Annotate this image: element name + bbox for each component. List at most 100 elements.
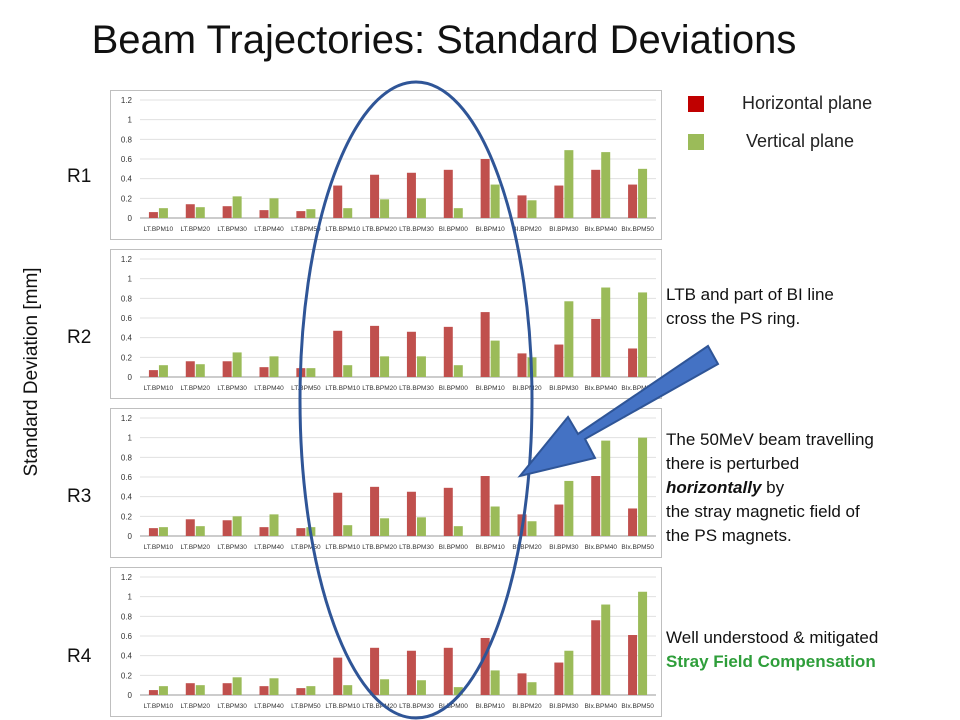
- note-beam-line2: there is perturbed: [666, 454, 800, 473]
- x-tick-label: BI.BPM20: [512, 226, 542, 233]
- x-tick-label: BI.BPM30: [549, 703, 579, 710]
- x-tick-label: LT.BPM30: [217, 226, 247, 233]
- bar: [638, 591, 648, 695]
- y-tick-label: 0.6: [121, 473, 133, 482]
- bar: [480, 476, 490, 536]
- legend-label-vertical: Vertical plane: [746, 131, 855, 151]
- legend-swatch-vertical: [688, 134, 704, 150]
- bar: [333, 492, 343, 536]
- bar: [490, 506, 500, 536]
- x-tick-label: BI.BPM00: [439, 544, 469, 551]
- y-tick-label: 1.2: [121, 414, 133, 423]
- bar: [232, 352, 242, 377]
- bar: [269, 198, 279, 218]
- x-tick-label: LT.BPM30: [217, 703, 247, 710]
- bar: [406, 491, 416, 536]
- x-tick-label: BI.BPM00: [439, 385, 469, 392]
- bar: [370, 486, 380, 536]
- x-tick-label: BIx.BPM50: [621, 385, 654, 392]
- bar: [591, 476, 601, 536]
- bar: [554, 504, 564, 536]
- x-tick-label: LTB.BPM10: [325, 226, 360, 233]
- x-tick-label: LTB.BPM10: [325, 385, 360, 392]
- bar: [406, 172, 416, 218]
- bar: [333, 330, 343, 377]
- bar: [269, 356, 279, 377]
- x-tick-label: BIx.BPM50: [621, 544, 654, 551]
- y-tick-label: 0.2: [121, 194, 133, 203]
- x-tick-label: BIx.BPM40: [584, 544, 617, 551]
- bar: [628, 635, 638, 695]
- bar: [296, 368, 306, 377]
- bar: [158, 527, 168, 536]
- bar: [443, 647, 453, 695]
- bar: [490, 340, 500, 377]
- x-tick-label: LTB.BPM20: [362, 226, 397, 233]
- bar: [554, 185, 564, 218]
- bar: [333, 657, 343, 695]
- bar: [443, 487, 453, 536]
- bar: [259, 210, 269, 218]
- bar: [453, 687, 463, 695]
- x-tick-label: BIx.BPM40: [584, 385, 617, 392]
- y-tick-label: 0.4: [121, 652, 133, 661]
- x-tick-label: BI.BPM20: [512, 544, 542, 551]
- x-tick-label: LT.BPM20: [181, 385, 211, 392]
- bar: [222, 206, 232, 218]
- x-tick-label: LT.BPM40: [254, 544, 284, 551]
- bar: [591, 318, 601, 377]
- x-tick-label: BI.BPM20: [512, 703, 542, 710]
- y-tick-label: 1: [128, 275, 133, 284]
- note-cross-line1: LTB and part of BI line: [666, 285, 834, 304]
- y-tick-label: 0.4: [121, 175, 133, 184]
- bar: [517, 673, 527, 695]
- bar: [259, 686, 269, 695]
- bar: [296, 688, 306, 695]
- y-tick-label: 0.4: [121, 334, 133, 343]
- x-tick-label: BIx.BPM50: [621, 226, 654, 233]
- bar: [527, 682, 537, 695]
- x-tick-label: BIx.BPM50: [621, 703, 654, 710]
- y-tick-label: 0.2: [121, 671, 133, 680]
- x-tick-label: LT.BPM50: [291, 544, 321, 551]
- x-tick-label: LTB.BPM20: [362, 544, 397, 551]
- bar: [158, 686, 168, 695]
- bar: [222, 520, 232, 536]
- x-tick-label: BI.BPM10: [476, 703, 506, 710]
- x-tick-label: BI.BPM30: [549, 226, 579, 233]
- page-title: Beam Trajectories: Standard Deviations: [91, 18, 797, 62]
- bar: [195, 526, 205, 536]
- bar: [343, 525, 353, 536]
- bar: [517, 514, 527, 536]
- bar: [443, 169, 453, 218]
- bar: [480, 312, 490, 377]
- note-mitigated: Well understood & mitigated: [666, 628, 879, 647]
- bar: [517, 195, 527, 218]
- note-cross: LTB and part of BI line cross the PS rin…: [666, 283, 834, 331]
- bar: [601, 604, 611, 695]
- bar: [480, 637, 490, 695]
- y-tick-label: 0.6: [121, 155, 133, 164]
- legend-label-horizontal: Horizontal plane: [742, 93, 873, 113]
- bar: [638, 292, 648, 377]
- bar: [527, 200, 537, 218]
- y-tick-label: 0.2: [121, 512, 133, 521]
- y-tick-label: 0.8: [121, 612, 133, 621]
- bar: [343, 208, 353, 218]
- bar: [564, 650, 574, 695]
- x-tick-label: LT.BPM50: [291, 385, 321, 392]
- bar: [406, 331, 416, 377]
- bar: [406, 650, 416, 695]
- bar: [453, 526, 463, 536]
- bar: [564, 150, 574, 218]
- x-tick-label: LTB.BPM20: [362, 385, 397, 392]
- y-tick-label: 0.6: [121, 314, 133, 323]
- bar: [296, 211, 306, 218]
- bar: [490, 670, 500, 695]
- y-tick-label: 1.2: [121, 255, 133, 264]
- x-tick-label: LT.BPM20: [181, 703, 211, 710]
- bar: [601, 440, 611, 536]
- bar: [306, 368, 316, 377]
- bar: [490, 184, 500, 218]
- y-tick-label: 0.2: [121, 353, 133, 362]
